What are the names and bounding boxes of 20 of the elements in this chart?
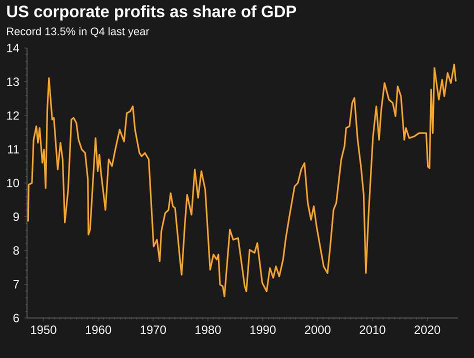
y-tick-label: 7 — [13, 280, 19, 288]
y-tick-label: 10 — [7, 178, 20, 188]
line-series — [27, 64, 457, 298]
x-tick-label: 1960 — [86, 326, 112, 334]
x-tick-label: 2010 — [360, 326, 386, 334]
y-tick-label: 6 — [13, 314, 19, 322]
x-tick-label: 1950 — [31, 326, 56, 334]
y-tick-label: 13 — [7, 78, 19, 86]
chart-subtitle: Record 13.5% in Q4 last year — [7, 27, 150, 38]
x-tick-label: 2000 — [304, 326, 330, 334]
x-tick-label: 1970 — [140, 326, 166, 334]
x-tick-label: 1980 — [196, 326, 221, 334]
y-tick-label: 9 — [13, 212, 19, 221]
y-tick-label: 14 — [7, 44, 20, 52]
x-tick-label: 2020 — [414, 326, 440, 334]
chart-title: US corporate profits as share of GDP — [7, 5, 296, 21]
y-tick-label: 11 — [8, 145, 19, 154]
y-tick-label: 8 — [13, 246, 19, 255]
x-tick-label: 1990 — [250, 326, 276, 334]
y-tick-label: 12 — [7, 111, 19, 120]
